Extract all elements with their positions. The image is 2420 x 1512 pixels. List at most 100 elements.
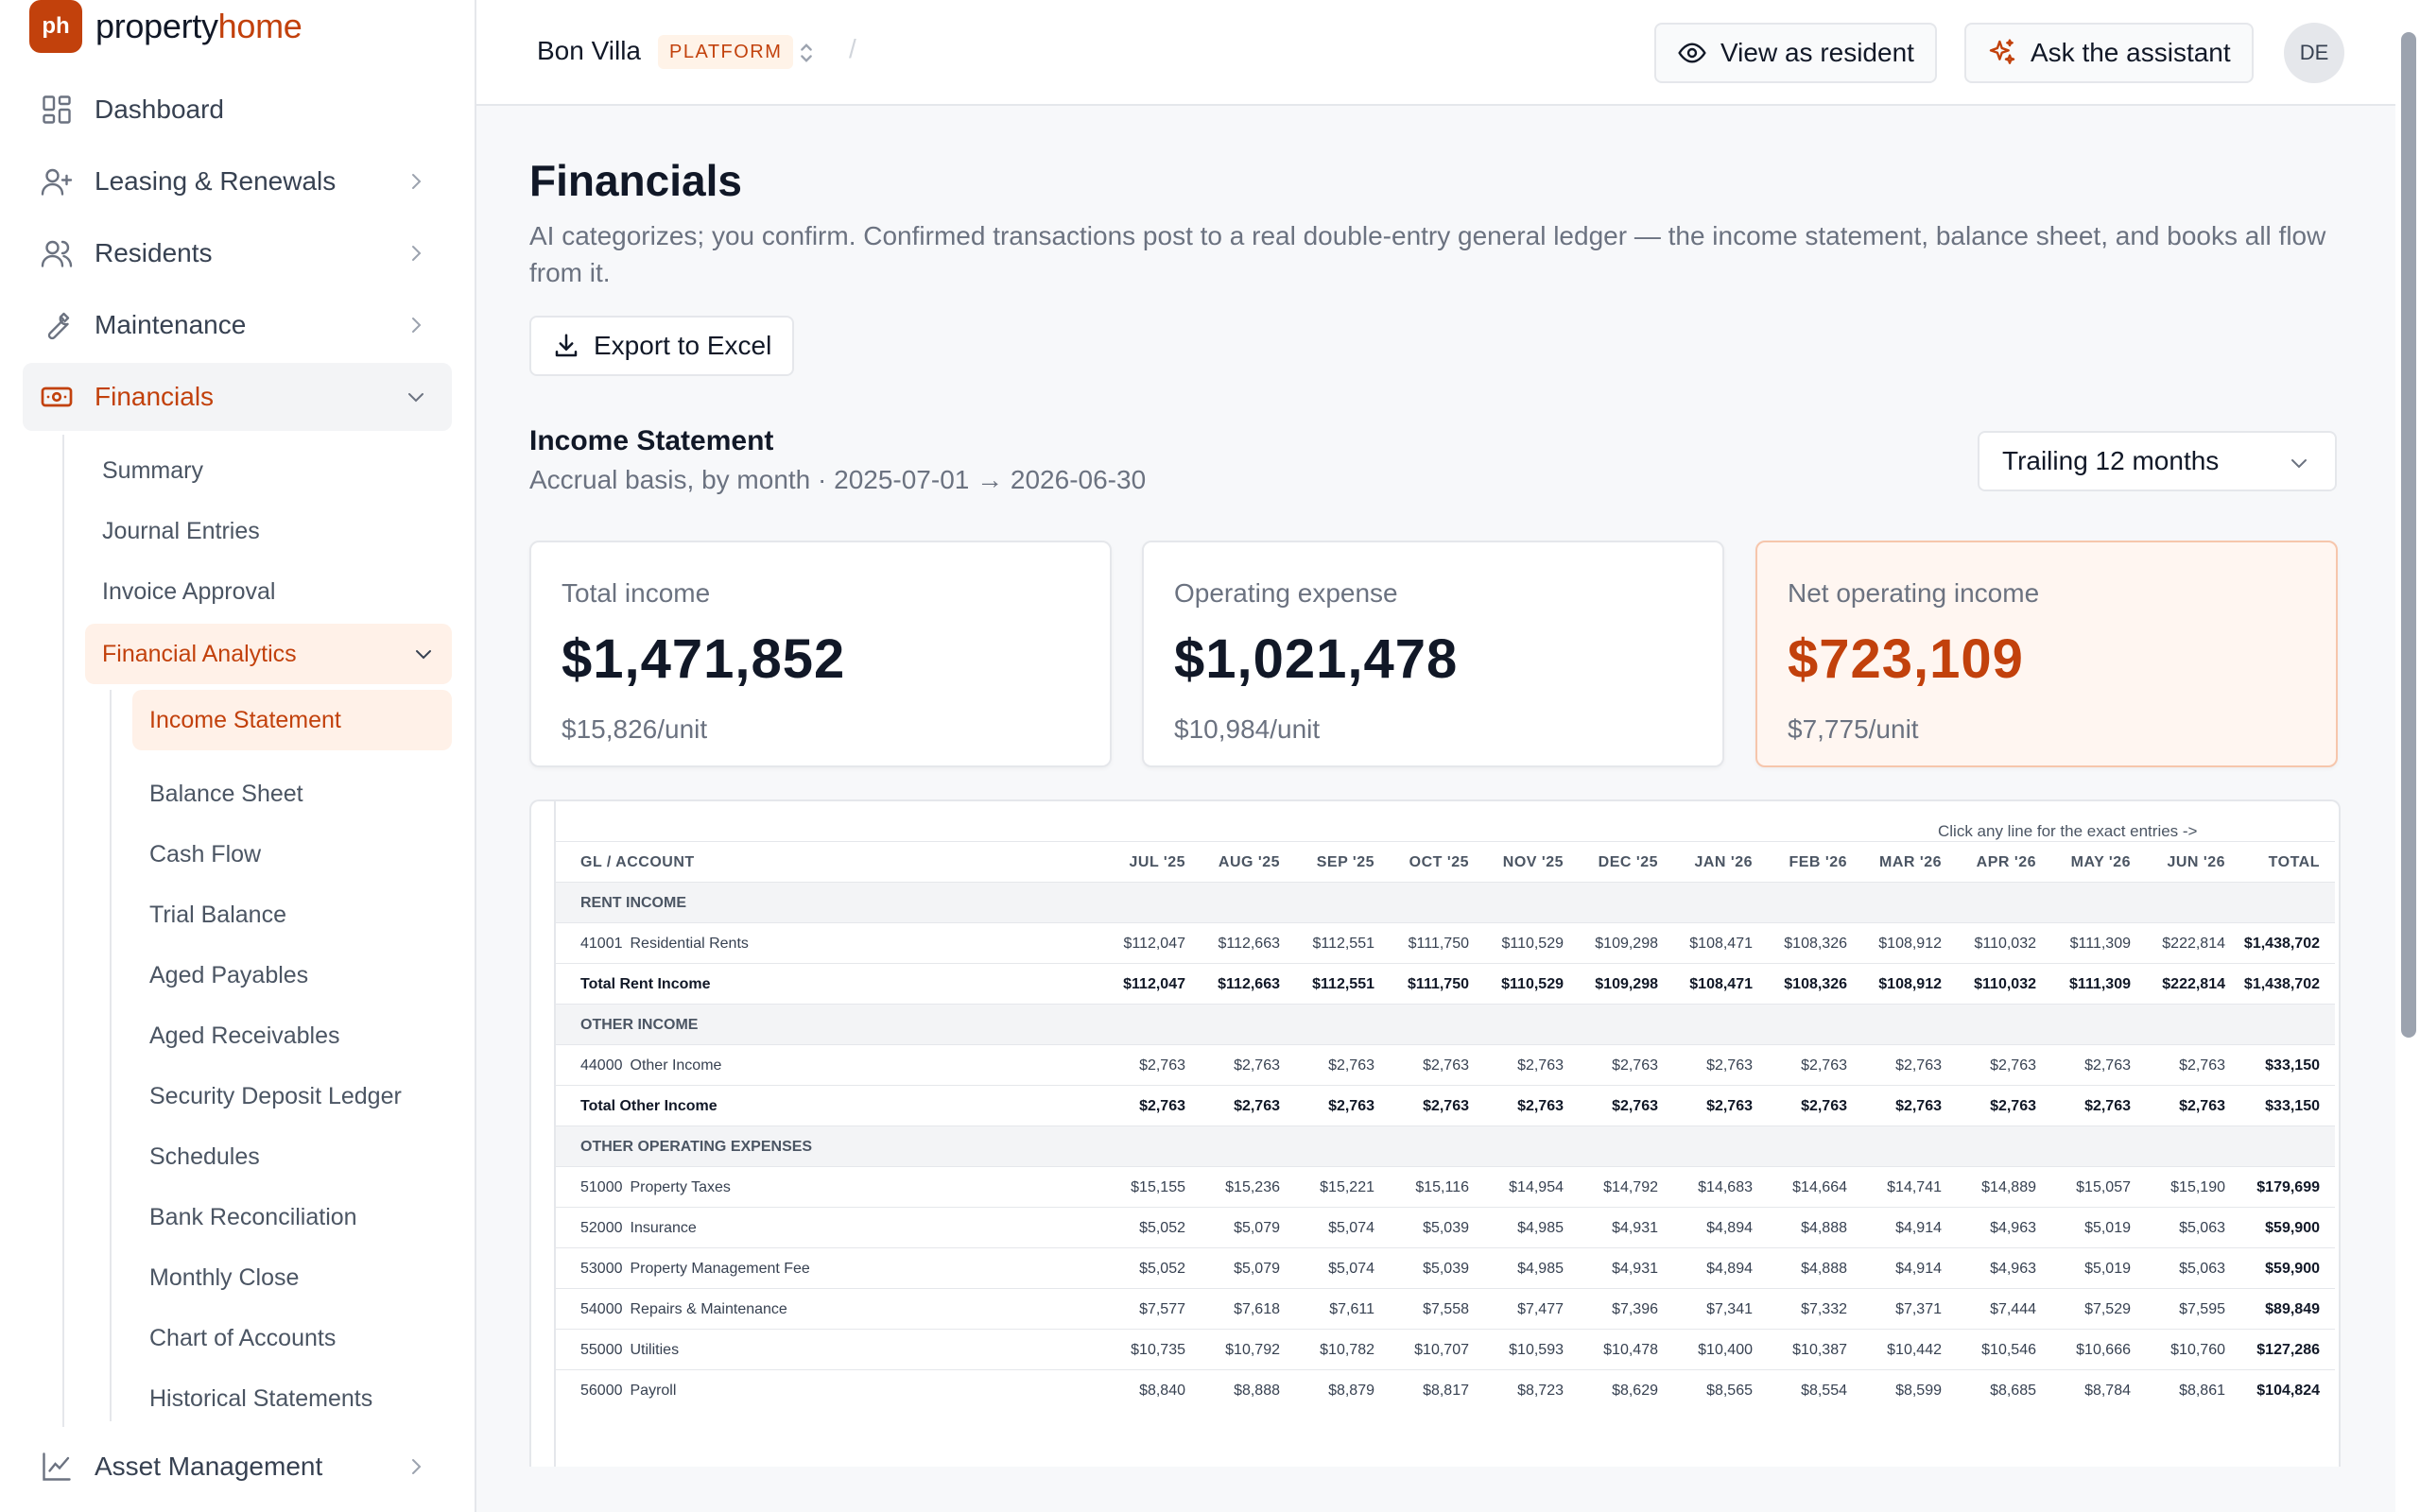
table-total-row[interactable]: Total Other Income $2,763 $2,763 $2,763 $2,7… [556,1085,2335,1125]
money-icon [40,380,74,414]
month-value-cell: $109,298 [1595,976,1658,992]
month-value-cell: $111,309 [2069,976,2131,992]
chevron-down-icon [2288,452,2310,474]
account-cell: 55000 Utilities [580,1330,679,1370]
table-row[interactable]: 52000 Insurance $5,052 $5,079 $5,074 $5,039 $4… [556,1207,2335,1247]
sidebar-subitem-historical-statements[interactable]: Historical Statements [149,1384,373,1412]
sidebar-subitem-balance-sheet[interactable]: Balance Sheet [149,780,303,807]
brand-name-part2: home [217,7,302,45]
brand[interactable]: ph propertyhome [29,0,302,53]
table-row[interactable]: 41001 Residential Rents $112,047 $112,663 $1… [556,922,2335,963]
sidebar-subitem-income-statement[interactable]: Income Statement [132,690,452,750]
month-value-cell: $5,019 [2084,1261,2131,1277]
column-header: MAY '26 [2070,854,2131,870]
column-header: JAN '26 [1694,854,1753,870]
export-to-excel-button[interactable]: Export to Excel [529,316,795,376]
column-header: MAR '26 [1879,854,1942,870]
sidebar-item-asset-management[interactable]: Asset Management [23,1433,452,1501]
table-row[interactable]: 54000 Repairs & Maintenance $7,577 $7,618 $7… [556,1288,2335,1329]
row-total-cell: $1,438,702 [2243,936,2320,952]
sidebar-subitem-monthly-close[interactable]: Monthly Close [149,1263,300,1291]
month-value-cell: $2,763 [1706,1057,1753,1074]
table-row[interactable]: 55000 Utilities $10,735 $10,792 $10,782 $10,7… [556,1329,2335,1369]
kpi-label: Operating expense [1174,578,1398,608]
view-as-resident-button[interactable]: View as resident [1654,23,1937,83]
month-value-cell: $8,723 [1517,1383,1564,1399]
sidebar-subitem-journal-entries[interactable]: Journal Entries [102,517,260,544]
kpi-label: Total income [562,578,711,608]
month-value-cell: $8,861 [2179,1383,2225,1399]
row-total-cell: $89,849 [2265,1301,2320,1317]
column-header: JUN '26 [2167,854,2225,870]
avatar[interactable]: DE [2284,23,2344,83]
month-value-cell: $2,763 [1517,1057,1564,1074]
table-row[interactable]: 44000 Other Income $2,763 $2,763 $2,763 $2,76… [556,1044,2335,1085]
month-value-cell: $4,931 [1612,1220,1658,1236]
month-value-cell: $7,341 [1706,1301,1753,1317]
month-value-cell: $7,371 [1895,1301,1942,1317]
month-value-cell: $112,663 [1218,936,1280,952]
row-total-cell: $33,150 [2265,1057,2320,1074]
sidebar-subitem-invoice-approval[interactable]: Invoice Approval [102,577,276,605]
month-value-cell: $111,750 [1408,936,1469,952]
month-value-cell: $4,931 [1612,1261,1658,1277]
users-icon [40,236,74,270]
period-select[interactable]: Trailing 12 months [1978,431,2337,491]
table-section-row: OTHER OPERATING EXPENSES [556,1125,2335,1166]
month-value-cell: $109,298 [1595,936,1658,952]
sidebar-item-financials[interactable]: Financials [23,363,452,431]
month-value-cell: $5,039 [1423,1261,1469,1277]
sidebar-subitem-security-deposit-ledger[interactable]: Security Deposit Ledger [149,1082,402,1109]
month-value-cell: $10,782 [1320,1342,1374,1358]
sidebar-subitem-bank-reconciliation[interactable]: Bank Reconciliation [149,1203,357,1230]
month-value-cell: $8,784 [2084,1383,2131,1399]
account-code: 52000 [580,1220,623,1236]
sidebar-subitem-trial-balance[interactable]: Trial Balance [149,901,286,928]
month-value-cell: $7,444 [1990,1301,2036,1317]
chevron-up-down-icon[interactable] [796,40,817,66]
sidebar-subitem-chart-of-accounts[interactable]: Chart of Accounts [149,1324,337,1351]
month-value-cell: $10,387 [1792,1342,1847,1358]
month-value-cell: $2,763 [1423,1057,1469,1074]
sidebar-item-leasing[interactable]: Leasing & Renewals [23,147,452,215]
view-as-resident-label: View as resident [1720,38,1914,67]
column-header: FEB '26 [1789,854,1847,870]
month-value-cell: $111,309 [2069,936,2131,952]
sidebar-item-residents[interactable]: Residents [23,219,452,287]
column-header: TOTAL [2268,854,2320,870]
sidebar-item-dashboard[interactable]: Dashboard [23,76,452,144]
sidebar-subitem-cash-flow[interactable]: Cash Flow [149,840,262,868]
export-label: Export to Excel [594,331,772,360]
month-value-cell: $10,478 [1603,1342,1658,1358]
table-row[interactable]: 51000 Property Taxes $15,155 $15,236 $15,221… [556,1166,2335,1207]
property-name[interactable]: Bon Villa [537,36,642,65]
scrollbar-thumb[interactable] [2401,32,2416,1038]
month-value-cell: $15,155 [1131,1179,1185,1195]
row-total-cell: $59,900 [2265,1220,2320,1236]
month-value-cell: $7,477 [1517,1301,1564,1317]
brand-name-part1: property [95,7,218,45]
account-name: Payroll [630,1383,677,1399]
sidebar-subitem-summary[interactable]: Summary [102,456,203,484]
account-name: Property Taxes [630,1179,731,1195]
sidebar-subitem-aged-receivables[interactable]: Aged Receivables [149,1022,340,1049]
month-value-cell: $14,889 [1981,1179,2036,1195]
month-value-cell: $2,763 [1895,1057,1942,1074]
table-row[interactable]: 56000 Payroll $8,840 $8,888 $8,879 $8,817 $8,7… [556,1369,2335,1410]
table-total-row[interactable]: Total Rent Income $112,047 $112,663 $112,55… [556,963,2335,1004]
table-row[interactable]: 53000 Property Management Fee $5,052 $5,079… [556,1247,2335,1288]
account-cell: 53000 Property Management Fee [580,1248,810,1289]
sidebar-item-maintenance[interactable]: Maintenance [23,291,452,359]
month-value-cell: $2,763 [1990,1057,2036,1074]
kpi-value: $1,471,852 [562,628,846,690]
kpi-total-income: Total income $1,471,852 $15,826/unit [529,541,1112,767]
sidebar-subitem-schedules[interactable]: Schedules [149,1143,260,1170]
month-value-cell: $2,763 [2084,1098,2131,1114]
sidebar-subitem-financial-analytics[interactable]: Financial Analytics [85,624,452,684]
income-statement-table: Click any line for the exact entries -> … [529,799,2341,1467]
sidebar-subitem-aged-payables[interactable]: Aged Payables [149,961,309,988]
month-value-cell: $8,840 [1139,1383,1185,1399]
ask-assistant-button[interactable]: Ask the assistant [1964,23,2254,83]
month-value-cell: $8,879 [1328,1383,1374,1399]
row-total-cell: $127,286 [2256,1342,2320,1358]
